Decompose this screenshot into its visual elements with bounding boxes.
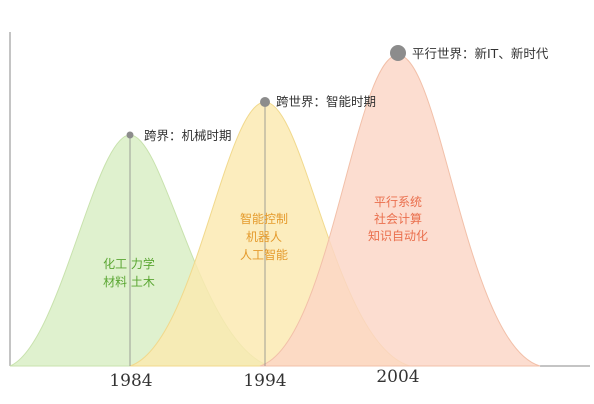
era2-inner-line-3: 人工智能 [240, 247, 288, 262]
era3-inner-line-3: 知识自动化 [368, 229, 428, 243]
era1-peak-label: 跨界：机械时期 [144, 128, 232, 143]
era2-inner-line-1: 智能控制 [240, 211, 288, 226]
era1-peak-marker [126, 131, 134, 139]
era3-peak-label: 平行世界：新IT、新时代 [412, 46, 549, 61]
era3-inner-line-2: 社会计算 [374, 211, 422, 226]
era1-year-label: 1984 [109, 371, 152, 391]
era2-peak-label: 跨世界：智能时期 [276, 94, 376, 109]
era1-inner-line-2: 材料 土木 [103, 275, 155, 289]
era3-year-label: 2004 [376, 367, 419, 387]
era3-inner-line-1: 平行系统 [374, 195, 422, 209]
era2-inner-line-2: 机器人 [246, 230, 282, 244]
era3-peak-marker [390, 45, 406, 61]
era2-year-label: 1994 [243, 371, 286, 391]
era2-peak-marker [260, 97, 270, 107]
era1-inner-line-1: 化工 力学 [103, 256, 155, 271]
